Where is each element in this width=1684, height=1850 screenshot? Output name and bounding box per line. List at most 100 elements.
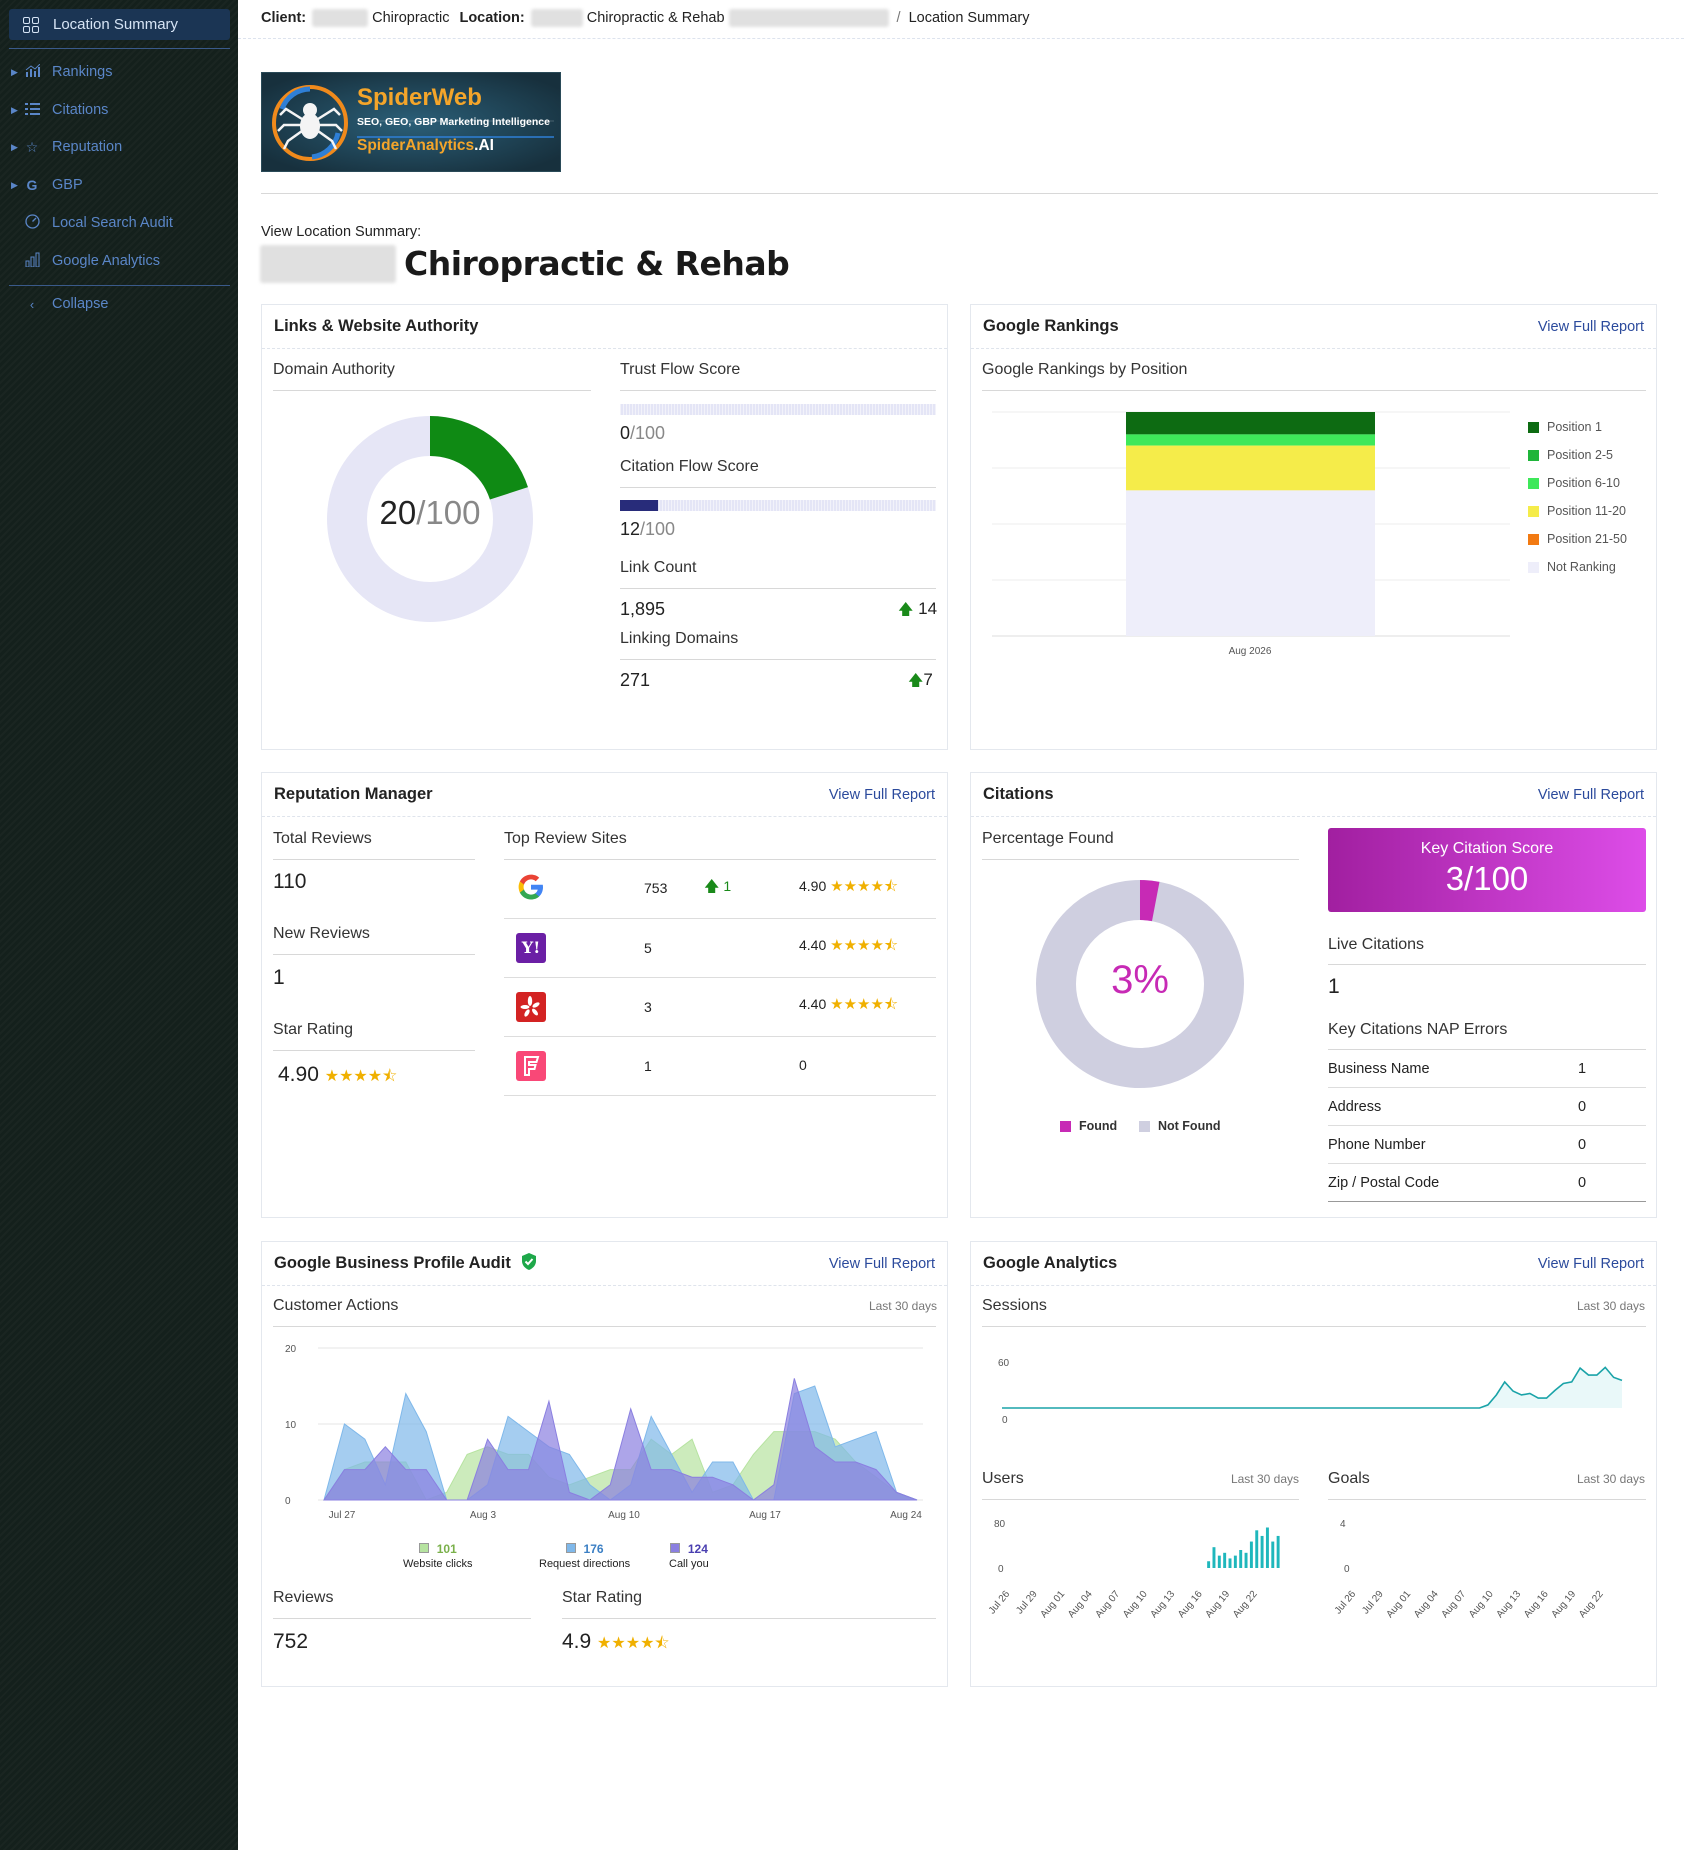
google-icon — [516, 874, 546, 905]
yahoo-icon: Y! — [516, 932, 546, 963]
rank-segment-3 — [1126, 445, 1375, 491]
bar — [1223, 1552, 1227, 1568]
sidebar-item-reputation[interactable]: ▶ ☆ Reputation — [0, 135, 238, 159]
new-reviews-value: 1 — [273, 966, 285, 989]
card-title: Reputation Manager — [274, 785, 433, 803]
logo-site-suffix: .AI — [474, 137, 494, 154]
bar — [1207, 1561, 1211, 1568]
live-citations-label: Live Citations — [1328, 936, 1425, 953]
citations-legend-not-found: Not Found — [1139, 1119, 1220, 1133]
view-full-report-link[interactable]: View Full Report — [828, 786, 935, 803]
citation-flow-label: Citation Flow Score — [620, 458, 759, 475]
bar — [1244, 1552, 1248, 1568]
card-title: Citations — [983, 785, 1054, 803]
rankings-chart: Aug 2026 — [992, 411, 1510, 657]
x-tick: Aug 01 — [1038, 1589, 1067, 1618]
location-name[interactable]: Chiropractic & Rehab — [586, 10, 725, 26]
bar — [1212, 1547, 1216, 1568]
sidebar-item-location-summary[interactable]: Location Summary — [9, 9, 230, 40]
rank-legend-item[interactable]: Position 6-10 — [1528, 476, 1620, 490]
period-label: Last 30 days — [868, 1299, 937, 1313]
gbp-star-rating-label: Star Rating — [562, 1589, 643, 1606]
rank-legend-item[interactable]: Position 21-50 — [1528, 532, 1627, 546]
citation-flow-value: 12/100 — [620, 519, 676, 539]
view-full-report-link[interactable]: View Full Report — [1537, 318, 1644, 335]
x-tick: Jul 26 — [1333, 1589, 1359, 1617]
nap-row-business-name: Business Name 1 — [1328, 1050, 1646, 1088]
sessions-line — [1002, 1366, 1623, 1409]
table-row[interactable]: 753 🡅 1 4.90 ★★★★⯪ — [504, 859, 936, 919]
rank-legend-item[interactable]: Not Ranking — [1528, 560, 1616, 574]
area-series-2 — [323, 1378, 918, 1501]
sidebar: Location Summary ▶ Rankings ▶ Citations … — [0, 0, 238, 1850]
x-tick: Aug 10 — [1121, 1589, 1150, 1618]
google-g-icon: G — [26, 177, 38, 193]
sidebar-collapse-button[interactable]: ‹ Collapse — [0, 292, 238, 316]
sessions-chart: 60 0 — [998, 1358, 1623, 1426]
client-name[interactable]: Chiropractic — [372, 10, 450, 26]
bar — [1260, 1535, 1264, 1568]
review-count: 3 — [644, 977, 704, 1037]
x-tick: Aug 04 — [1412, 1589, 1441, 1618]
logo-title: SpiderWeb — [357, 84, 482, 111]
page-title: Chiropractic & Rehab — [260, 244, 790, 283]
rank-legend-item[interactable]: Position 1 — [1528, 420, 1602, 434]
analytics-card: Google Analytics View Full Report — [970, 1241, 1657, 1687]
collapse-label: Collapse — [52, 296, 109, 312]
table-row[interactable]: Y! 5 4.40 ★★★★⯪ — [504, 918, 936, 978]
star-rating-stars: ★★★★⯪ — [324, 1068, 398, 1085]
star-rating-label: Star Rating — [273, 1021, 354, 1038]
x-tick: Aug 10 — [1467, 1589, 1496, 1618]
table-row[interactable]: 1 0 — [504, 1036, 936, 1096]
sidebar-divider — [9, 48, 230, 49]
sessions-label: Sessions — [982, 1297, 1047, 1314]
y-tick: 60 — [998, 1358, 1010, 1369]
bar — [1217, 1555, 1221, 1568]
bar — [1228, 1558, 1232, 1568]
sidebar-item-label: Google Analytics — [52, 253, 161, 269]
domain-authority-value: 20/100 — [379, 494, 481, 531]
citations-percentage: 3% — [1111, 958, 1169, 1002]
redacted-text — [312, 9, 369, 27]
legend-item[interactable]: 176 Request directions — [539, 1542, 631, 1570]
citation-flow-bar — [620, 500, 936, 511]
linking-domains-label: Linking Domains — [620, 630, 739, 647]
legend-item[interactable]: 101 Website clicks — [403, 1542, 473, 1570]
sidebar-item-local-search-audit[interactable]: Local Search Audit — [0, 211, 238, 235]
nap-row-phone: Phone Number 0 — [1328, 1126, 1646, 1164]
table-row[interactable]: 3 4.40 ★★★★⯪ — [504, 977, 936, 1037]
card-title: Google Analytics — [983, 1254, 1118, 1272]
breadcrumb-current: Location Summary — [908, 10, 1030, 26]
x-tick: Aug 19 — [1549, 1589, 1578, 1618]
x-tick: Aug 13 — [1494, 1589, 1523, 1618]
y-tick: 10 — [285, 1420, 297, 1431]
sidebar-item-citations[interactable]: ▶ Citations — [0, 98, 238, 122]
gbp-star-rating-value: 4.9 ★★★★⯪ — [562, 1630, 670, 1653]
x-tick: Jul 29 — [1014, 1589, 1040, 1617]
view-full-report-link[interactable]: View Full Report — [1537, 786, 1644, 803]
review-count: 5 — [644, 918, 704, 978]
verified-shield-icon — [521, 1252, 537, 1275]
trust-flow-label: Trust Flow Score — [620, 361, 741, 378]
rank-legend-item[interactable]: Position 11-20 — [1528, 504, 1626, 518]
legend-item[interactable]: 124 Call you — [669, 1542, 709, 1570]
domain-authority-label: Domain Authority — [273, 361, 395, 378]
review-rating: 4.90 ★★★★⯪ — [799, 859, 936, 919]
view-full-report-link[interactable]: View Full Report — [1537, 1255, 1644, 1272]
links-card: Links & Website Authority — [261, 304, 948, 750]
location-label: Location: — [459, 10, 525, 26]
top-review-sites-label: Top Review Sites — [504, 830, 627, 847]
sidebar-item-google-analytics[interactable]: Google Analytics — [0, 249, 238, 273]
review-change — [704, 977, 799, 1037]
x-tick: Aug 3 — [470, 1510, 497, 1521]
view-full-report-link[interactable]: View Full Report — [828, 1255, 935, 1272]
bar — [1276, 1535, 1280, 1568]
sidebar-item-rankings[interactable]: ▶ Rankings — [0, 60, 238, 84]
x-tick: Aug 07 — [1093, 1589, 1122, 1618]
yelp-icon — [516, 991, 546, 1022]
rank-legend-item[interactable]: Position 2-5 — [1528, 448, 1613, 462]
star-rating-value: 4.90 ★★★★⯪ — [278, 1063, 398, 1086]
domain-authority-donut — [327, 416, 533, 622]
sidebar-item-label: Reputation — [52, 139, 123, 155]
sidebar-item-gbp[interactable]: ▶ G GBP — [0, 173, 238, 197]
